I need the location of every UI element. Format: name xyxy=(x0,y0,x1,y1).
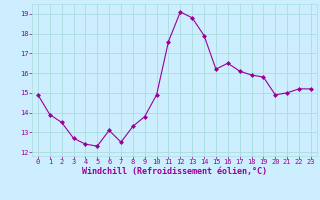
X-axis label: Windchill (Refroidissement éolien,°C): Windchill (Refroidissement éolien,°C) xyxy=(82,167,267,176)
